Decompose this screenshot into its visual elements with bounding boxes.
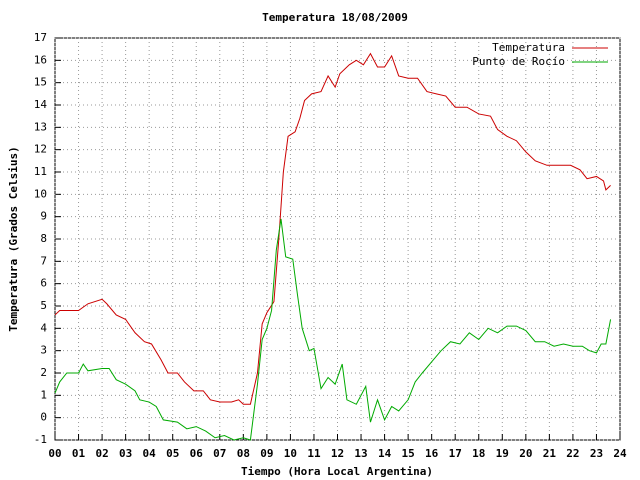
y-tick-label: 2 bbox=[40, 366, 47, 379]
x-tick-label: 09 bbox=[260, 447, 273, 460]
x-tick-label: 15 bbox=[402, 447, 415, 460]
y-tick-label: 0 bbox=[40, 411, 47, 424]
y-tick-label: 6 bbox=[40, 277, 47, 290]
x-tick-label: 16 bbox=[425, 447, 439, 460]
y-tick-label: 12 bbox=[34, 143, 47, 156]
x-tick-label: 06 bbox=[190, 447, 204, 460]
y-tick-label: 17 bbox=[34, 31, 47, 44]
series-line bbox=[54, 218, 612, 441]
y-tick-label: 3 bbox=[40, 344, 47, 357]
x-tick-label: 10 bbox=[284, 447, 297, 460]
y-tick-label: 7 bbox=[40, 254, 47, 267]
y-tick-label: 11 bbox=[34, 165, 47, 178]
x-tick-label: 02 bbox=[95, 447, 108, 460]
y-tick-label: 8 bbox=[40, 232, 47, 245]
x-tick-label: 13 bbox=[354, 447, 367, 460]
y-tick-label: 9 bbox=[40, 210, 47, 223]
x-axis-label: Tiempo (Hora Local Argentina) bbox=[241, 465, 433, 478]
x-tick-label: 19 bbox=[496, 447, 509, 460]
x-tick-label: 07 bbox=[213, 447, 226, 460]
x-tick-label: 08 bbox=[237, 447, 250, 460]
legend-label: Temperatura bbox=[492, 41, 565, 54]
y-tick-label: 10 bbox=[34, 187, 47, 200]
chart-title: Temperatura 18/08/2009 bbox=[262, 11, 408, 24]
x-tick-label: 18 bbox=[472, 447, 485, 460]
y-tick-label: 14 bbox=[34, 98, 48, 111]
x-tick-label: 20 bbox=[519, 447, 532, 460]
x-tick-label: 24 bbox=[613, 447, 627, 460]
y-tick-label: 13 bbox=[34, 120, 47, 133]
x-tick-label: 11 bbox=[307, 447, 321, 460]
series-line bbox=[54, 52, 611, 405]
x-tick-label: 01 bbox=[72, 447, 86, 460]
x-tick-label: 03 bbox=[119, 447, 132, 460]
y-axis-label: Temperatura (Grados Celsius) bbox=[7, 146, 20, 331]
x-tick-label: 05 bbox=[166, 447, 179, 460]
legend-label: Punto de Rocío bbox=[472, 55, 565, 68]
y-tick-label: -1 bbox=[34, 433, 47, 446]
y-tick-label: 4 bbox=[40, 321, 47, 334]
x-tick-label: 12 bbox=[331, 447, 344, 460]
x-tick-label: 21 bbox=[543, 447, 557, 460]
x-tick-label: 14 bbox=[378, 447, 392, 460]
y-tick-label: 1 bbox=[40, 388, 47, 401]
x-tick-label: 23 bbox=[590, 447, 603, 460]
y-tick-label: 5 bbox=[40, 299, 47, 312]
x-tick-label: 17 bbox=[449, 447, 462, 460]
x-tick-label: 04 bbox=[143, 447, 157, 460]
y-tick-label: 16 bbox=[34, 53, 47, 66]
x-tick-label: 22 bbox=[566, 447, 579, 460]
x-tick-label: 00 bbox=[48, 447, 61, 460]
y-tick-label: 15 bbox=[34, 76, 47, 89]
